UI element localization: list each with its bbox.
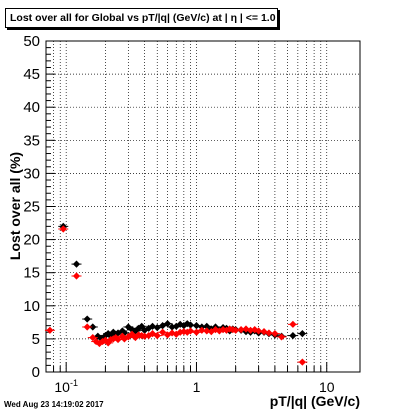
- y-tick-label: 15: [23, 265, 40, 282]
- data-point: [242, 325, 250, 333]
- data-point: [277, 333, 286, 341]
- data-point: [145, 324, 153, 332]
- y-tick-label: 20: [23, 232, 40, 249]
- x-tick-label: 10: [319, 379, 335, 395]
- y-tick-label: 40: [23, 99, 40, 116]
- x-tick-label: 10-1: [54, 378, 78, 395]
- data-point: [289, 331, 297, 340]
- data-point: [289, 320, 297, 328]
- data-point: [192, 328, 201, 336]
- data-point: [89, 333, 97, 342]
- data-point: [192, 322, 201, 330]
- data-point: [219, 326, 227, 334]
- data-point: [180, 322, 188, 330]
- data-point: [138, 322, 146, 330]
- data-point: [148, 322, 157, 330]
- data-point: [153, 331, 161, 340]
- data-point: [120, 335, 129, 343]
- y-tick-label: 50: [23, 33, 40, 50]
- data-point: [172, 322, 180, 330]
- chart-title: Lost over all for Global vs pT/|q| (GeV/…: [5, 8, 278, 28]
- data-point: [98, 337, 107, 346]
- timestamp: Wed Aug 23 14:19:02 2017: [4, 400, 104, 409]
- data-points: [44, 222, 308, 366]
- data-point: [145, 331, 153, 340]
- y-tick-label: 25: [23, 199, 40, 216]
- data-point: [92, 337, 100, 346]
- data-point: [203, 327, 211, 335]
- data-point: [271, 330, 279, 338]
- data-point: [163, 331, 172, 339]
- data-point: [72, 260, 81, 268]
- data-point: [232, 326, 240, 334]
- data-point: [101, 331, 109, 340]
- y-tick-label: 30: [23, 165, 40, 182]
- data-point: [163, 320, 172, 328]
- data-point: [120, 329, 129, 337]
- y-tick-label: 35: [23, 132, 40, 149]
- data-point: [141, 332, 149, 340]
- data-point: [298, 330, 306, 338]
- data-point: [226, 325, 234, 333]
- data-point: [104, 339, 112, 347]
- data-point: [114, 335, 122, 344]
- data-point: [83, 323, 91, 331]
- data-point: [176, 328, 184, 336]
- y-tick-label: 45: [23, 66, 40, 83]
- y-axis: 0 5 10 15 20 25 30 35 40 45 50: [23, 33, 55, 381]
- x-tick-label: 1: [193, 379, 201, 395]
- data-point: [183, 328, 191, 336]
- data-point: [159, 328, 167, 336]
- data-point: [97, 334, 105, 342]
- data-point: [211, 326, 220, 334]
- y-tick-label: 0: [32, 364, 40, 381]
- y-axis-label: Lost over all (%): [7, 152, 23, 260]
- y-tick-label: 5: [32, 331, 40, 348]
- x-axis: 10-1 1 10: [45, 362, 335, 395]
- y-tick-label: 10: [23, 298, 40, 315]
- data-point: [207, 328, 215, 336]
- data-point: [186, 321, 195, 329]
- data-point: [59, 225, 67, 233]
- data-point: [237, 326, 245, 334]
- data-point: [298, 358, 306, 366]
- data-point: [203, 322, 211, 330]
- data-point: [135, 331, 143, 339]
- grid-lines: [45, 41, 360, 372]
- series-1: [44, 225, 308, 366]
- data-point: [72, 272, 81, 280]
- data-point: [265, 329, 273, 337]
- data-point: [109, 335, 117, 343]
- data-point: [168, 329, 176, 337]
- data-point: [159, 322, 167, 330]
- data-point: [46, 326, 54, 334]
- data-point: [198, 326, 206, 334]
- data-point: [109, 328, 117, 336]
- data-point: [89, 323, 97, 331]
- data-point: [255, 327, 263, 335]
- x-axis-label: pT/|q| (GeV/c): [270, 393, 360, 409]
- data-point: [83, 315, 91, 323]
